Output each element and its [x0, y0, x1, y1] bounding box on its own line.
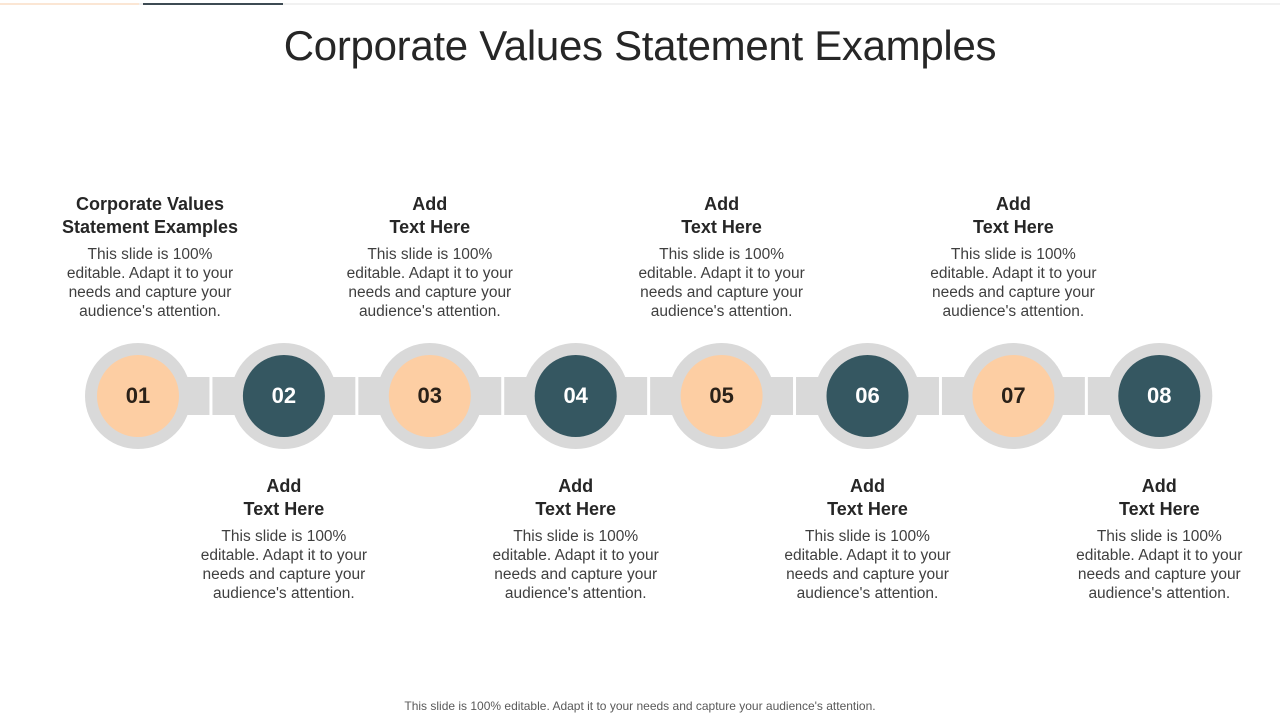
step-description: This slide is 100% editable. Adapt it to…: [66, 246, 234, 320]
step-heading-line2: Text Here: [535, 499, 617, 519]
top-accent-segment-light: [0, 3, 139, 5]
step-text-block: Add Text Here This slide is 100% editable.…: [768, 475, 968, 603]
step-heading-line1: Add: [995, 194, 1031, 214]
step-heading-line1: Add: [1141, 476, 1177, 496]
step-heading-line1: Add: [558, 476, 594, 496]
step-text-block: Add Text Here This slide is 100% editable.…: [330, 193, 530, 321]
step-segment-01: [85, 343, 210, 449]
step-heading-line2: Text Here: [681, 217, 762, 237]
step-description: This slide is 100% editable. Adapt it to…: [492, 528, 659, 602]
step-segment-02: [212, 343, 356, 449]
step-number: 07: [1001, 383, 1026, 408]
step-description: This slide is 100% editable. Adapt it to…: [930, 246, 1097, 320]
step-circle-07: [972, 355, 1055, 437]
step-description: This slide is 100% editable. Adapt it to…: [1076, 528, 1243, 602]
step-heading-line2: Text Here: [973, 217, 1054, 237]
step-number: 05: [709, 383, 734, 408]
step-circle-04: [534, 355, 617, 437]
slide-footer-note: This slide is 100% editable. Adapt it to…: [404, 699, 876, 713]
step-heading: Add Text Here: [184, 475, 384, 521]
step-segment-05: [650, 343, 794, 449]
step-text-block: Corporate Values Statement Examples This s…: [50, 193, 250, 321]
step-heading: Corporate Values Statement Examples: [50, 193, 250, 239]
step-description: This slide is 100% editable. Adapt it to…: [784, 528, 951, 602]
step-segment-04: [504, 343, 648, 449]
step-circle-08: [1118, 355, 1201, 437]
step-heading-line1: Add: [412, 194, 448, 214]
step-number: 04: [563, 383, 588, 408]
step-number: 08: [1147, 383, 1172, 408]
step-heading-line2: Text Here: [1118, 499, 1200, 519]
step-number: 03: [417, 383, 443, 408]
step-description: This slide is 100% editable. Adapt it to…: [346, 246, 513, 320]
step-heading-line1: Add: [850, 476, 885, 496]
step-text-block: Add Text Here This slide is 100% editable.…: [622, 193, 822, 321]
top-accent-bar: [0, 3, 1280, 5]
step-number: 06: [855, 383, 880, 408]
step-heading-line2: Text Here: [389, 217, 471, 237]
step-circle-05: [680, 355, 763, 437]
step-heading-line2: Text Here: [243, 499, 325, 519]
step-heading-line1: Corporate Values: [75, 194, 225, 214]
step-circle-02: [242, 355, 325, 437]
slide-title: Corporate Values Statement Examples: [283, 22, 997, 69]
step-heading: Add Text Here: [476, 475, 676, 521]
step-heading-line1: Add: [704, 194, 740, 214]
step-heading: Add Text Here: [913, 193, 1113, 239]
step-number: 01: [125, 383, 151, 408]
step-segment-03: [358, 343, 502, 449]
step-circle-03: [388, 355, 471, 437]
step-heading-line2: Statement Examples: [61, 217, 239, 237]
step-circle-01: [97, 355, 179, 437]
step-circle-06: [826, 355, 909, 437]
step-heading: Add Text Here: [330, 193, 530, 239]
step-number: 02: [271, 383, 297, 408]
step-text-block: Add Text Here This slide is 100% editable.…: [1059, 475, 1259, 603]
step-heading-line2: Text Here: [827, 499, 908, 519]
step-text-block: Add Text Here This slide is 100% editable.…: [913, 193, 1113, 321]
step-segment-07: [941, 343, 1085, 449]
step-description: This slide is 100% editable. Adapt it to…: [200, 528, 368, 602]
step-segment-08: [1087, 343, 1213, 449]
step-segment-06: [796, 343, 939, 449]
step-description: This slide is 100% editable. Adapt it to…: [638, 246, 805, 320]
step-text-block: Add Text Here This slide is 100% editable.…: [184, 475, 384, 603]
step-text-block: Add Text Here This slide is 100% editable.…: [476, 475, 676, 603]
step-heading-line1: Add: [266, 476, 302, 496]
step-heading: Add Text Here: [768, 475, 968, 521]
top-accent-segment-dark: [143, 3, 283, 5]
step-heading: Add Text Here: [622, 193, 822, 239]
step-heading: Add Text Here: [1059, 475, 1259, 521]
